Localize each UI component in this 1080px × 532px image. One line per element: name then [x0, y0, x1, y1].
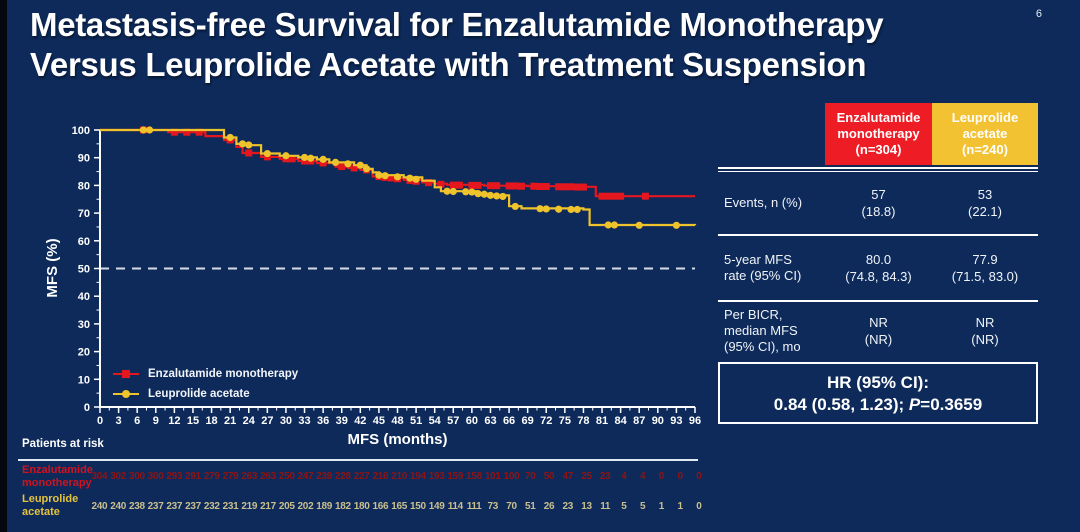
events-enzalutamide-value: 57 (18.8)	[861, 187, 896, 219]
svg-text:72: 72	[540, 415, 552, 427]
median-mfs-enzalutamide-value: NR (NR)	[864, 315, 893, 347]
svg-text:54: 54	[429, 415, 442, 427]
legend-label-enzalutamide: Enzalutamide monotherapy	[148, 368, 299, 380]
table-row-median-mfs: Per BICR, median MFS (95% CI), mo NR (NR…	[718, 302, 1038, 360]
svg-text:30: 30	[280, 415, 292, 427]
svg-text:30: 30	[78, 319, 90, 331]
svg-text:0: 0	[97, 415, 103, 427]
svg-text:70: 70	[78, 208, 90, 220]
svg-text:39: 39	[336, 415, 348, 427]
km-survival-chart: 0 3 6 9 12 15 18 21 24 27 30 33 36 39 42 45 48 51 54 57 60 63…	[44, 125, 701, 427]
summary-table: Enzalutamide monotherapy (n=304) Leuprol…	[718, 103, 1038, 360]
enzalutamide-square-marker-icon	[113, 370, 139, 379]
svg-text:51: 51	[410, 415, 422, 427]
svg-text:84: 84	[615, 415, 628, 427]
svg-text:6: 6	[134, 415, 140, 427]
svg-text:12: 12	[168, 415, 180, 427]
svg-text:60: 60	[466, 415, 478, 427]
svg-text:45: 45	[373, 415, 385, 427]
header-enzalutamide: Enzalutamide monotherapy (n=304)	[825, 103, 932, 165]
svg-text:100: 100	[72, 125, 90, 137]
svg-text:9: 9	[153, 415, 159, 427]
page-number: 6	[1035, 8, 1042, 20]
hazard-ratio-box: HR (95% CI): 0.84 (0.58, 1.23); P=0.3659	[718, 362, 1038, 424]
svg-text:33: 33	[298, 415, 310, 427]
header-leuprolide: Leuprolide acetate (n=240)	[932, 103, 1038, 165]
row-label-median-mfs: Per BICR, median MFS (95% CI), mo	[724, 307, 801, 354]
svg-text:87: 87	[633, 415, 645, 427]
svg-text:66: 66	[503, 415, 515, 427]
patients-at-risk-label: Patients at risk	[22, 438, 104, 450]
leuprolide-circle-marker-icon	[113, 390, 139, 399]
hr-p-label: P	[908, 394, 921, 414]
legend-item-enzalutamide: Enzalutamide monotherapy	[113, 364, 298, 384]
svg-text:0: 0	[84, 402, 90, 414]
events-leuprolide-value: 53 (22.1)	[968, 187, 1002, 219]
svg-text:78: 78	[577, 415, 589, 427]
hr-value-prefix: 0.84 (0.58, 1.23);	[773, 394, 909, 414]
table-row-5yr-mfs: 5-year MFS rate (95% CI) 80.0 (74.8, 84.…	[718, 236, 1038, 300]
svg-text:80: 80	[78, 180, 90, 192]
summary-table-header: Enzalutamide monotherapy (n=304) Leuprol…	[718, 103, 1038, 165]
svg-text:27: 27	[261, 415, 273, 427]
svg-text:15: 15	[187, 415, 199, 427]
svg-text:10: 10	[78, 374, 90, 386]
hr-p-value: =0.3659	[920, 394, 983, 414]
svg-text:50: 50	[78, 264, 90, 276]
table-row-events: Events, n (%) 57 (18.8) 53 (22.1)	[718, 172, 1038, 234]
at-risk-values-enzalutamide: 304 302 300 300 293 291 279 279 263 263 250 247 239 2…	[91, 471, 702, 482]
at-risk-divider-line	[18, 459, 698, 461]
slide-left-border	[0, 0, 7, 532]
at-risk-label-leuprolide: Leuprolide acetate	[22, 493, 79, 518]
svg-text:21: 21	[224, 415, 236, 427]
row-rule-2	[718, 300, 1038, 302]
svg-text:48: 48	[391, 415, 403, 427]
row-rule-1	[718, 234, 1038, 236]
row-label-5yr-mfs: 5-year MFS rate (95% CI)	[724, 252, 802, 283]
row-label-events: Events, n (%)	[724, 195, 803, 210]
legend-item-leuprolide: Leuprolide acetate	[113, 384, 298, 404]
svg-text:36: 36	[317, 415, 329, 427]
slide-title-line2: Versus Leuprolide Acetate with Treatment…	[30, 46, 867, 83]
svg-text:69: 69	[522, 415, 534, 427]
slide-title: Metastasis-free Survival for Enzalutamid…	[30, 5, 1030, 85]
svg-text:63: 63	[484, 415, 496, 427]
svg-text:18: 18	[205, 415, 217, 427]
5yr-mfs-enzalutamide-value: 80.0 (74.8, 84.3)	[845, 252, 912, 284]
svg-text:96: 96	[689, 415, 701, 427]
hr-value: 0.84 (0.58, 1.23); P=0.3659	[774, 394, 982, 415]
at-risk-values-leuprolide: 240 240 238 237 237 237 232 231 219 217 205 202 189 1…	[91, 501, 702, 512]
svg-text:57: 57	[447, 415, 459, 427]
at-risk-label-enzalutamide: Enzalutamide monotherapy	[22, 464, 93, 489]
svg-text:MFS (%): MFS (%)	[44, 238, 61, 297]
svg-text:42: 42	[354, 415, 366, 427]
svg-text:93: 93	[670, 415, 682, 427]
svg-text:75: 75	[559, 415, 571, 427]
chart-legend: Enzalutamide monotherapy Leuprolide acet…	[113, 364, 298, 404]
legend-label-leuprolide: Leuprolide acetate	[148, 388, 250, 400]
svg-text:90: 90	[652, 415, 664, 427]
median-mfs-leuprolide-value: NR (NR)	[971, 315, 999, 347]
header-double-rule	[718, 167, 1038, 172]
svg-text:81: 81	[596, 415, 608, 427]
x-axis-title: MFS (months)	[347, 431, 448, 448]
5yr-mfs-leuprolide-value: 77.9 (71.5, 83.0)	[951, 252, 1019, 284]
svg-text:60: 60	[78, 236, 90, 248]
svg-text:3: 3	[116, 415, 122, 427]
svg-text:90: 90	[78, 153, 90, 165]
hr-title: HR (95% CI):	[826, 372, 929, 392]
slide-title-line1: Metastasis-free Survival for Enzalutamid…	[30, 6, 884, 43]
header-empty-cell	[718, 103, 825, 165]
svg-text:40: 40	[78, 291, 90, 303]
svg-text:20: 20	[78, 347, 90, 359]
svg-text:24: 24	[243, 415, 256, 427]
